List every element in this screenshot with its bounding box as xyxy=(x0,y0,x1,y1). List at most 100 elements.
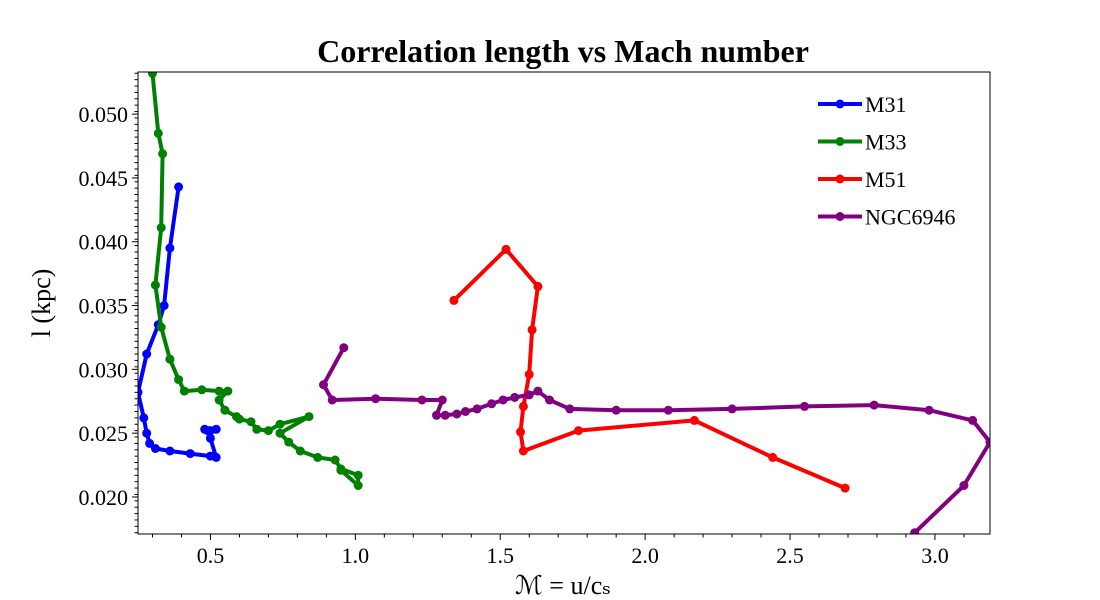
data-point xyxy=(174,182,184,192)
data-point xyxy=(985,437,990,447)
legend-marker-ngc6946 xyxy=(835,212,845,221)
data-point xyxy=(234,414,244,424)
data-point xyxy=(501,244,511,254)
data-point xyxy=(214,395,224,405)
data-point xyxy=(533,281,543,291)
data-point xyxy=(727,404,737,414)
data-point xyxy=(518,446,528,456)
data-point xyxy=(313,452,323,462)
data-point xyxy=(142,349,152,359)
data-point xyxy=(156,322,166,332)
data-point xyxy=(153,128,163,138)
data-point xyxy=(156,223,166,233)
y-tick-label: 0.030 xyxy=(79,357,129,382)
chart-title: Correlation length vs Mach number xyxy=(317,33,809,69)
data-point xyxy=(452,409,462,419)
legend-marker-m33 xyxy=(835,137,845,146)
legend-label-m31: M31 xyxy=(865,92,907,117)
y-tick-label: 0.020 xyxy=(79,485,129,510)
data-point xyxy=(327,395,337,405)
legend-label-m51: M51 xyxy=(865,167,907,192)
data-point xyxy=(319,380,328,390)
y-tick-label: 0.045 xyxy=(79,166,129,191)
data-point xyxy=(574,426,583,436)
data-point xyxy=(533,386,543,396)
data-point xyxy=(284,437,294,447)
y-tick-label: 0.035 xyxy=(79,294,129,319)
data-point xyxy=(611,405,621,415)
series-m31 xyxy=(138,182,221,462)
data-point xyxy=(339,343,349,353)
data-point xyxy=(159,301,169,311)
data-point xyxy=(165,446,175,456)
data-point xyxy=(145,438,155,448)
data-point xyxy=(449,295,459,305)
data-point xyxy=(165,243,175,253)
data-point xyxy=(768,452,778,462)
data-point xyxy=(353,470,363,480)
data-point xyxy=(524,390,534,400)
data-point xyxy=(205,433,215,443)
data-point xyxy=(197,385,207,395)
data-point xyxy=(518,401,528,411)
data-point xyxy=(516,427,525,437)
series-m33 xyxy=(148,72,363,490)
data-point xyxy=(800,401,809,411)
data-point xyxy=(165,354,175,364)
y-tick-label: 0.025 xyxy=(79,421,129,446)
data-point xyxy=(214,386,224,396)
data-point xyxy=(252,424,262,434)
data-point xyxy=(139,413,149,423)
x-tick-label: 1.0 xyxy=(342,543,370,568)
data-point xyxy=(336,465,346,475)
data-point xyxy=(437,395,447,405)
data-point xyxy=(959,481,969,490)
data-point xyxy=(663,405,673,415)
data-point xyxy=(461,407,470,416)
data-point xyxy=(158,149,168,159)
data-point xyxy=(330,455,340,465)
data-point xyxy=(148,72,157,78)
data-point xyxy=(185,449,195,459)
data-point xyxy=(968,415,978,425)
data-point xyxy=(150,280,160,290)
data-point xyxy=(432,410,441,420)
data-point xyxy=(472,404,482,414)
series-line-m31 xyxy=(138,184,219,460)
data-point xyxy=(440,410,450,420)
data-point xyxy=(174,375,184,385)
data-point xyxy=(138,387,143,397)
x-tick-label: 3.0 xyxy=(921,543,949,568)
data-point xyxy=(275,419,285,429)
data-point xyxy=(150,444,160,453)
data-point xyxy=(689,415,699,425)
x-tick-label: 0.5 xyxy=(197,543,225,568)
series-line-m51 xyxy=(451,247,848,491)
series-line-m33 xyxy=(150,72,361,488)
x-tick-label: 2.5 xyxy=(776,543,804,568)
data-point xyxy=(840,483,850,493)
data-point xyxy=(295,446,305,456)
data-point xyxy=(869,400,879,410)
data-point xyxy=(417,395,427,405)
legend: M31 M33 M51 NGC6946 xyxy=(818,92,955,230)
x-axis-label: ℳ = u/cₛ xyxy=(515,571,611,600)
plot-frame xyxy=(137,71,991,535)
data-point xyxy=(565,404,575,414)
data-point xyxy=(223,386,233,396)
data-point xyxy=(510,392,520,402)
data-point xyxy=(924,405,934,415)
data-point xyxy=(545,395,554,405)
y-tick-label: 0.050 xyxy=(79,102,129,127)
data-point xyxy=(263,426,273,436)
data-point xyxy=(246,417,256,427)
data-point xyxy=(142,428,152,438)
data-point xyxy=(179,386,189,396)
series-m51 xyxy=(449,244,850,493)
data-point xyxy=(524,370,534,379)
data-point xyxy=(211,424,221,434)
series-line-ngc6946 xyxy=(321,345,990,534)
legend-marker-m51 xyxy=(835,174,845,184)
data-point xyxy=(910,528,920,534)
